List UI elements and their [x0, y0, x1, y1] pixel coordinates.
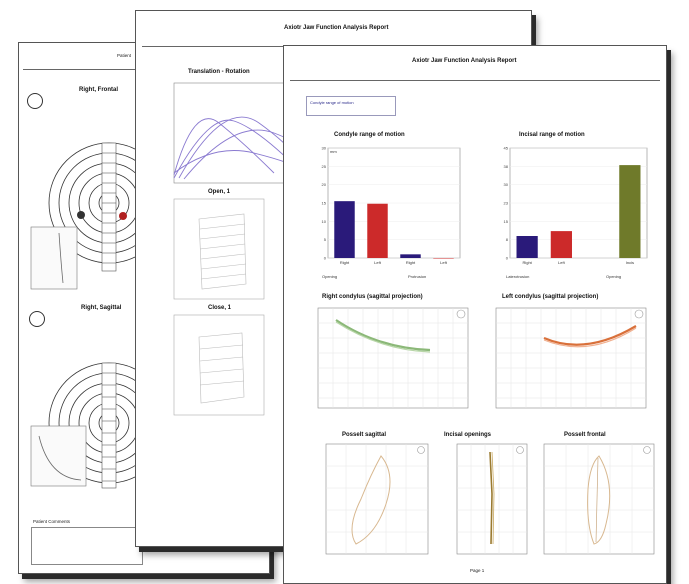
profile-icon — [29, 311, 45, 327]
incisal-group-opening: Opening — [606, 274, 622, 279]
right-condyle-title: Right condylus (sagittal projection) — [322, 294, 423, 300]
open-panel — [173, 198, 265, 300]
section-title-frontal: Right, Frontal — [79, 87, 118, 93]
y-tick-label: 30 — [322, 146, 327, 151]
y-tick-label: 30 — [504, 182, 509, 187]
panel-title-close: Close, 1 — [208, 305, 232, 311]
y-tick-label: 0 — [324, 256, 327, 261]
page-number: Page 1 — [470, 568, 485, 573]
y-tick-label: 25 — [322, 164, 327, 169]
y-tick-label: 38 — [504, 164, 509, 169]
x-tick-label: Left — [558, 260, 566, 265]
posselt-sagittal-title: Posselt sagittal — [342, 432, 387, 438]
posselt-frontal-title: Posselt frontal — [564, 432, 606, 438]
x-tick-label: Right — [522, 260, 532, 265]
left-condyle-plot — [495, 307, 647, 409]
sagittal-target-plot — [30, 362, 170, 489]
y-tick-label: 45 — [504, 146, 509, 151]
back-header-text: Patient — [117, 53, 132, 58]
patient-comments-label: Patient Comments — [33, 519, 71, 524]
section-title-sagittal: Right, Sagittal — [81, 305, 122, 311]
face-icon — [27, 93, 43, 109]
bar-left — [433, 258, 454, 259]
y-tick-label: 20 — [322, 182, 327, 187]
legend-text: Condyle range of motion — [310, 100, 354, 105]
x-tick-label: Incis — [626, 260, 634, 265]
incisal-openings-title: Incisal openings — [444, 432, 492, 438]
condyle-group-opening: Opening — [322, 274, 338, 279]
translation-rotation-title: Translation - Rotation — [188, 69, 250, 75]
y-tick-label: 10 — [322, 219, 327, 224]
incisal-range-chart: 0 8 15 23 30 38 45 Right Left Incis — [504, 146, 648, 265]
front-report-title: Axiotr Jaw Function Analysis Report — [412, 58, 517, 64]
patient-comments-box — [31, 527, 143, 565]
x-tick-label: Left — [374, 260, 382, 265]
bar-left — [550, 231, 572, 258]
bar-left — [367, 203, 388, 258]
y-tick-label: 0 — [506, 256, 509, 261]
y-tick-label: 8 — [506, 237, 509, 242]
y-tick-label: 5 — [324, 237, 327, 242]
condyle-group-protrusion: Protrusion — [408, 274, 427, 279]
posselt-frontal-plot — [543, 443, 655, 555]
condyle-range-title: Condyle range of motion — [334, 132, 405, 138]
close-panel — [173, 314, 265, 416]
incisal-range-title: Incisal range of motion — [519, 132, 585, 138]
bar-incis — [619, 165, 641, 258]
bar-right — [334, 201, 355, 258]
x-tick-label: Right — [406, 260, 416, 265]
posselt-sagittal-plot — [325, 443, 429, 555]
y-tick-label: 15 — [504, 219, 509, 224]
x-tick-label: Left — [440, 260, 448, 265]
legend-box: Condyle range of motion — [306, 96, 396, 116]
y-tick-label: 15 — [322, 201, 327, 206]
bar-right — [400, 254, 421, 258]
middle-report-title: Axiotr Jaw Function Analysis Report — [284, 25, 389, 31]
y-axis-label: mm — [330, 149, 337, 154]
x-tick-label: Right — [340, 260, 350, 265]
report-page-front: Axiotr Jaw Function Analysis Report Cond… — [283, 45, 667, 584]
incisal-group-laterotrusion: Laterotrusion — [506, 274, 530, 279]
bar-right — [516, 236, 538, 258]
condyle-range-chart: 0 5 10 15 20 25 30 Right Left Right Left mm — [322, 146, 461, 265]
right-condyle-plot — [317, 307, 469, 409]
incisal-openings-plot — [456, 443, 528, 555]
panel-title-open: Open, 1 — [208, 189, 231, 195]
header-rule — [290, 80, 660, 81]
y-tick-label: 23 — [504, 201, 509, 206]
left-condyle-title: Left condylus (sagittal projection) — [502, 294, 599, 300]
